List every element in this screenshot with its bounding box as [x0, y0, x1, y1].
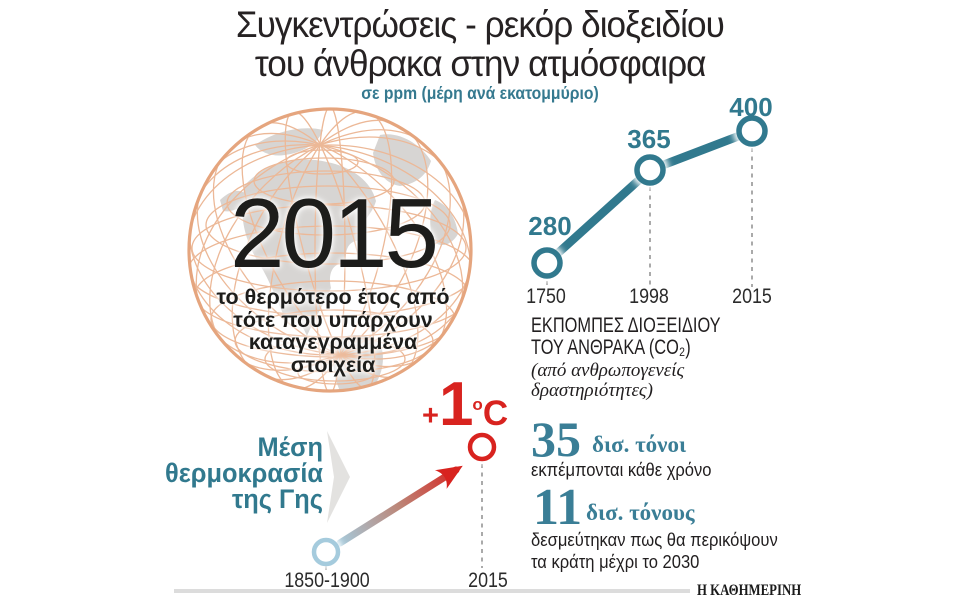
footer-divider: [174, 589, 690, 593]
temperature-chart: [309, 430, 499, 573]
emissions-note-line1: (από ανθρωπογενείς: [531, 360, 685, 381]
page-title-line2-text: του άνθρακα στην ατμόσφαιρα: [254, 43, 707, 84]
stat-11-desc: δεσμεύτηκαν πως θα περικόψουν τα κράτη μ…: [531, 529, 778, 573]
emissions-note-line2: δραστηριότητες): [531, 380, 653, 401]
stat-35-desc: εκπέμπονται κάθε χρόνο: [531, 460, 712, 480]
stat-11-desc-line2: τα κράτη μέχρι το 2030: [531, 552, 700, 572]
temp-point-baseline: [311, 537, 341, 567]
ppm-year-1750: 1750: [526, 285, 566, 308]
delta-value: 1: [438, 370, 473, 439]
temperature-delta: +1οC: [422, 374, 509, 450]
caption-line: τότε που υπάρχουν: [233, 307, 433, 332]
globe-rim: [187, 107, 473, 393]
stat-35-unit: δισ. τόνοι: [592, 432, 687, 457]
temp-dashed-guides: [325, 464, 483, 573]
temp-year-label: 2015: [468, 569, 508, 592]
delta-unit: C: [482, 394, 509, 433]
temperature-rise-arrow: [336, 465, 463, 547]
page-title-line1-text: Συγκεντρώσεις - ρεκόρ διοξειδίου: [235, 4, 725, 45]
warmest-year-caption: το θερμότερο έτος από τότε που υπάρχουν …: [217, 286, 450, 376]
chart-subtitle-text: σε ppm (μέρη ανά εκατομμύριο): [361, 83, 599, 103]
temperature-label-line: θερμοκρασία: [165, 458, 323, 488]
data-point-1750: [531, 247, 563, 279]
globe-parallels: [189, 149, 471, 385]
data-point-1998: [634, 154, 666, 186]
ppm-data-points: [528, 112, 771, 282]
newspaper-logo: Η ΚΑΘΗΜΕΡΙΝΗ: [697, 582, 802, 599]
emissions-heading-line1: ΕΚΠΟΜΠΕΣ ΔΙΟΞΕΙΔΙΟΥ: [531, 314, 721, 337]
delta-plus: +: [422, 400, 439, 432]
caption-line: το θερμότερο έτος από: [216, 285, 450, 309]
temperature-label: Μέση θερμοκρασία της Γης: [132, 432, 323, 514]
temperature-label-line: της Γης: [231, 484, 323, 514]
temp-range-label: 1850-1900: [284, 569, 370, 592]
ppm-value-280: 280: [528, 211, 572, 241]
ppm-value-365: 365: [627, 124, 671, 154]
emissions-heading-line2: ΤΟΥ ΑΝΘΡΑΚΑ (CO₂): [531, 336, 691, 359]
caption-line: στοιχεία: [290, 352, 376, 377]
caption-line: καταγεγραμμένα: [248, 330, 418, 354]
ppm-year-2015: 2015: [732, 285, 772, 308]
page-title-line1: Συγκεντρώσεις - ρεκόρ διοξειδίου: [0, 6, 960, 44]
stat-11-number: 11: [533, 479, 583, 536]
globe-illustration: [187, 107, 473, 393]
stat-11-desc-line1: δεσμεύτηκαν πως θα περικόψουν: [531, 530, 778, 550]
data-point-2015: [736, 115, 768, 147]
ppm-value-400: 400: [729, 92, 773, 122]
temperature-label-line: Μέση: [257, 432, 323, 462]
pointer-chevron-icon: [327, 431, 350, 523]
stat-35-number: 35: [531, 411, 581, 467]
temp-point-2015: [467, 432, 497, 462]
page-title-line2: του άνθρακα στην ατμόσφαιρα: [0, 45, 960, 83]
ppm-year-1998: 1998: [629, 285, 669, 308]
chart-subtitle: σε ppm (μέρη ανά εκατομμύριο): [0, 83, 960, 104]
stat-11-unit: δισ. τόνους: [586, 500, 695, 525]
ppm-line-chart: [528, 112, 771, 287]
warmest-year-number: 2015: [229, 178, 439, 288]
delta-degree: ο: [472, 395, 483, 414]
